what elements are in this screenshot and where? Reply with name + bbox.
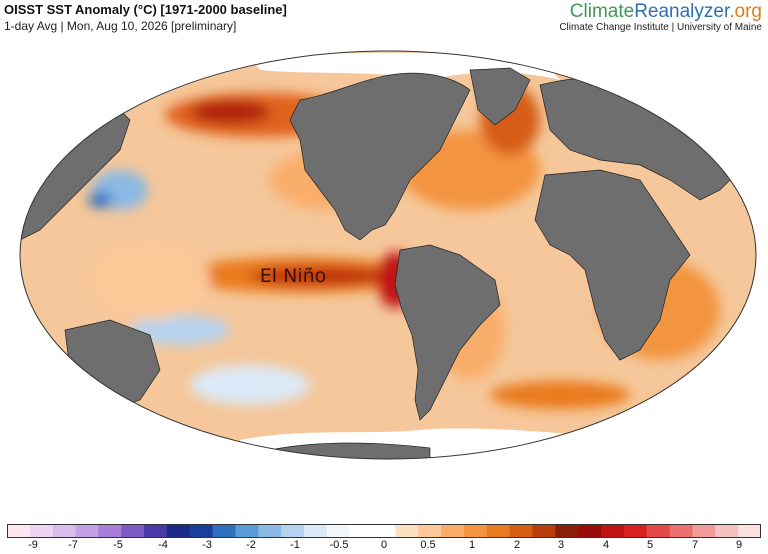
colorbar-tick-label: -9: [28, 539, 38, 551]
colorbar-swatch: [212, 524, 236, 538]
colorbar-swatch: [715, 524, 739, 538]
colorbar-swatch: [509, 524, 534, 538]
colorbar-swatch: [98, 524, 122, 538]
colorbar-tick-label: -3: [202, 539, 212, 551]
el-nino-label: El Niño: [260, 265, 326, 287]
colorbar-swatch: [326, 524, 351, 538]
colorbar-swatch: [372, 524, 396, 538]
colorbar-swatch: [189, 524, 214, 538]
colorbar-swatch: [555, 524, 579, 538]
colorbar-swatch: [144, 524, 168, 538]
brand-logo[interactable]: ClimateReanalyzer.org Climate Change Ins…: [559, 1, 762, 33]
colorbar-swatch: [121, 524, 145, 538]
colorbar-tick-label: 4: [602, 539, 610, 551]
colorbar-tick-label: -0.5: [329, 539, 349, 551]
colorbar-swatch: [601, 524, 625, 538]
colorbar-swatch: [623, 524, 648, 538]
colorbar-swatch: [349, 524, 374, 538]
colorbar-tick-label: 9: [735, 539, 743, 551]
sst-anomaly-map: El Niño: [19, 50, 757, 460]
colorbar-swatch: [646, 524, 671, 538]
colorbar-tick-label: 7: [691, 539, 699, 551]
colorbar-swatch: [669, 524, 693, 538]
colorbar-swatch: [29, 524, 54, 538]
greenland: [469, 67, 531, 126]
colorbar-swatch: [418, 524, 442, 538]
colorbar-swatch: [395, 524, 419, 538]
colorbar-swatch: [75, 524, 99, 538]
colorbar-tick-label: 0: [380, 539, 388, 551]
colorbar-tick-label: -2: [246, 539, 256, 551]
colorbar-swatch: [258, 524, 282, 538]
colorbar-swatch: [578, 524, 602, 538]
colorbar-border: [7, 524, 761, 538]
colorbar-swatch: [281, 524, 305, 538]
colorbar-swatch: [738, 524, 761, 538]
colorbar-swatch: [235, 524, 259, 538]
ocean-layer: [20, 51, 756, 459]
brand-name: ClimateReanalyzer.org: [569, 1, 762, 22]
colorbar-tick-label: -7: [68, 539, 78, 551]
colorbar-swatch: [7, 524, 31, 538]
colorbar-swatch: [166, 524, 191, 538]
colorbar-tick-label: 5: [646, 539, 654, 551]
south-america: [394, 244, 501, 421]
colorbar-tick-label: -4: [158, 539, 168, 551]
colorbar: [7, 524, 761, 538]
colorbar-swatch: [463, 524, 488, 538]
colorbar-swatch: [486, 524, 511, 538]
colorbar-swatch: [532, 524, 556, 538]
colorbar-swatch: [304, 524, 328, 538]
colorbar-tick-label: 2: [513, 539, 521, 551]
colorbar-swatch: [441, 524, 465, 538]
colorbar-tick-label: 3: [557, 539, 565, 551]
antarctica: [269, 442, 431, 459]
north-america: [289, 72, 471, 241]
brand-affiliation: Climate Change Institute | University of…: [559, 22, 762, 33]
map-title: OISST SST Anomaly (°C) [1971-2000 baseli…: [4, 2, 287, 17]
colorbar-swatch: [692, 524, 716, 538]
colorbar-tick-label: 0.5: [420, 539, 436, 551]
africa: [534, 169, 691, 361]
colorbar-tick-label: -5: [113, 539, 123, 551]
globe-outline: [19, 50, 757, 460]
map-subtitle: 1-day Avg | Mon, Aug 10, 2026 [prelimina…: [4, 19, 237, 33]
colorbar-tick-label: -1: [290, 539, 300, 551]
colorbar-swatch: [52, 524, 77, 538]
colorbar-tick-label: 1: [468, 539, 476, 551]
